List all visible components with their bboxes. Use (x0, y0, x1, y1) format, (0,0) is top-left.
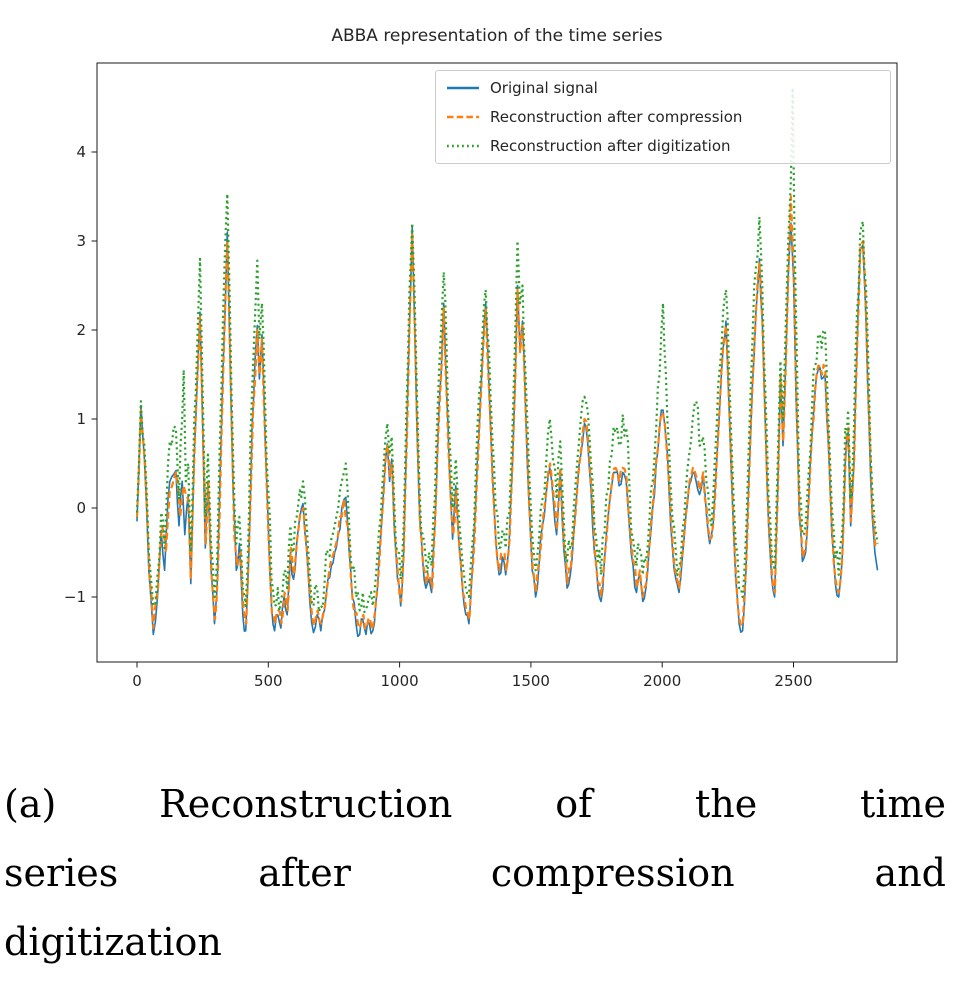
y-tick-label: 1 (76, 410, 86, 428)
legend-item-original-signal: Original signal (436, 79, 890, 97)
legend-label: Reconstruction after compression (490, 107, 743, 126)
y-tick-label: 4 (76, 143, 86, 161)
legend-item-reconstruction-digitization: Reconstruction after digitization (436, 137, 890, 155)
legend-line-solid-icon (447, 86, 479, 89)
series-group (135, 86, 879, 638)
chart-canvas: 0 500 1000 1500 2000 2500 −1 0 1 2 3 4 (64, 62, 898, 690)
legend-line-dotted-icon (447, 145, 479, 148)
legend-label: Reconstruction after digitization (490, 137, 731, 156)
caption-line: digitization (4, 920, 222, 965)
x-tick-label: 0 (132, 672, 142, 690)
figure-caption: (a) Reconstruction of the time series af… (0, 730, 950, 977)
y-tick-label: −1 (64, 588, 86, 606)
caption-line: (a) Reconstruction of the time (4, 782, 946, 826)
figure: 0 500 1000 1500 2000 2500 −1 0 1 2 3 4 ABBA represe… (63, 26, 898, 690)
series-line-1 (135, 195, 877, 631)
chart-title: ABBA representation of the time series (331, 26, 663, 46)
x-tick-label: 2500 (774, 672, 812, 690)
y-tick-label: 3 (76, 232, 86, 250)
series-line-2 (135, 86, 879, 614)
legend-line-dashed-icon (447, 115, 479, 119)
plot-border (96, 62, 898, 663)
caption-line: series after compression and (4, 851, 946, 896)
legend: Original signal Reconstruction after com… (435, 70, 891, 164)
x-tick-label: 2000 (643, 672, 681, 690)
legend-label: Original signal (490, 78, 598, 97)
legend-item-reconstruction-compression: Reconstruction after compression (436, 108, 890, 126)
x-tick-label: 1000 (381, 672, 419, 690)
x-tick-label: 1500 (512, 672, 550, 690)
y-tick-label: 2 (76, 321, 86, 339)
y-tick-label: 0 (76, 499, 86, 517)
x-tick-label: 500 (254, 672, 283, 690)
